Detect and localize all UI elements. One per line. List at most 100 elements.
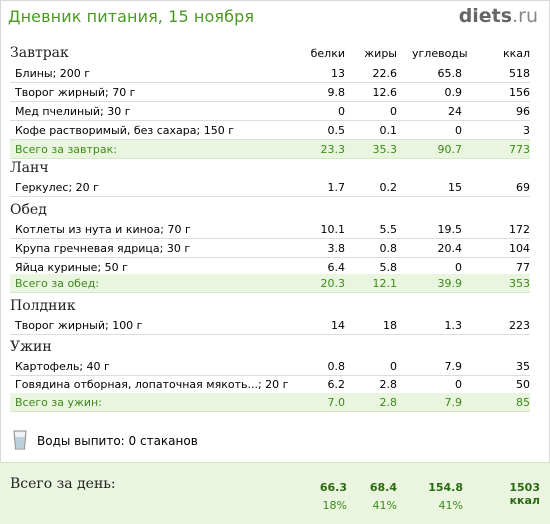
meal-title-dinner: Обед <box>10 202 47 218</box>
protein-value: 1.7 <box>327 181 346 194</box>
logo-suffix: .ru <box>512 5 538 27</box>
day-fat-percent: 41% <box>372 499 397 512</box>
col-header-protein: белки <box>310 47 345 60</box>
day-kcal-value: 1503 ккал <box>509 481 540 507</box>
food-name[interactable]: Творог жирный; 100 г <box>15 319 143 332</box>
day-fat-value: 68.4 <box>369 481 397 494</box>
meal-total-row: Всего за ужин: 7.0 2.8 7.9 85 <box>10 393 530 412</box>
protein-value: 20.3 <box>320 277 346 290</box>
protein-value: 10.1 <box>320 223 346 236</box>
fat-value: 5.8 <box>379 261 398 274</box>
protein-value: 13 <box>331 67 345 80</box>
kcal-value: 96 <box>516 105 530 118</box>
kcal-value: 773 <box>509 143 530 156</box>
carbs-value: 90.7 <box>437 143 463 156</box>
col-header-carbs: углеводы <box>412 47 468 60</box>
food-name[interactable]: Крупа гречневая ядрица; 30 г <box>15 242 191 255</box>
protein-value: 9.8 <box>327 86 346 99</box>
carbs-value: 15 <box>448 181 462 194</box>
carbs-value: 0 <box>455 261 462 274</box>
kcal-value: 104 <box>509 242 530 255</box>
water-tracker: Воды выпито: 0 стаканов <box>10 430 310 452</box>
protein-value: 3.8 <box>327 242 346 255</box>
kcal-value: 518 <box>509 67 530 80</box>
food-name[interactable]: Картофель; 40 г <box>15 360 110 373</box>
kcal-value: 172 <box>509 223 530 236</box>
food-name[interactable]: Блины; 200 г <box>15 67 91 80</box>
kcal-value: 85 <box>516 396 530 409</box>
protein-value: 23.3 <box>320 143 346 156</box>
fat-value: 22.6 <box>372 67 398 80</box>
meal-title-lunch: Ланч <box>10 160 49 176</box>
fat-value: 2.8 <box>379 396 398 409</box>
total-label: Всего за обед: <box>15 277 100 290</box>
fat-value: 2.8 <box>379 378 398 391</box>
kcal-value: 3 <box>523 124 530 137</box>
col-header-kcal: ккал <box>502 47 530 60</box>
protein-value: 7.0 <box>327 396 346 409</box>
site-logo[interactable]: diets.ru <box>459 5 538 27</box>
table-row[interactable]: Кофе растворимый, без сахара; 150 г 0.5 … <box>10 121 530 140</box>
meal-title-breakfast: Завтрак <box>10 45 69 61</box>
meal-title-snack: Полдник <box>10 298 76 314</box>
fat-value: 5.5 <box>379 223 398 236</box>
logo-main: diets <box>458 5 513 27</box>
table-row[interactable]: Говядина отборная, лопаточная мякоть...;… <box>10 375 530 394</box>
table-row[interactable]: Творог жирный; 100 г 14 18 1.3 223 <box>10 316 530 335</box>
table-row[interactable]: Картофель; 40 г 0.8 0 7.9 35 <box>10 357 530 376</box>
day-total-panel: Всего за день: 66.3 68.4 154.8 1503 ккал… <box>0 462 550 524</box>
day-carbs-value: 154.8 <box>428 481 463 494</box>
carbs-value: 7.9 <box>444 396 463 409</box>
fat-value: 0.1 <box>379 124 398 137</box>
kcal-value: 69 <box>516 181 530 194</box>
food-name[interactable]: Кофе растворимый, без сахара; 150 г <box>15 124 234 137</box>
kcal-value: 77 <box>516 261 530 274</box>
protein-value: 0.8 <box>327 360 346 373</box>
carbs-value: 20.4 <box>437 242 463 255</box>
meal-total-row: Всего за завтрак: 23.3 35.3 90.7 773 <box>10 140 530 159</box>
carbs-value: 0 <box>455 378 462 391</box>
carbs-value: 39.9 <box>437 277 463 290</box>
food-name[interactable]: Мед пчелиный; 30 г <box>15 105 131 118</box>
glass-icon[interactable] <box>13 430 27 450</box>
fat-value: 0.8 <box>379 242 398 255</box>
protein-value: 6.2 <box>327 378 346 391</box>
kcal-value: 156 <box>509 86 530 99</box>
kcal-value: 35 <box>516 360 530 373</box>
water-count-text: Воды выпито: 0 стаканов <box>37 434 198 448</box>
food-name[interactable]: Творог жирный; 70 г <box>15 86 136 99</box>
carbs-value: 0 <box>455 124 462 137</box>
day-protein-value: 66.3 <box>319 481 347 494</box>
protein-value: 0.5 <box>327 124 346 137</box>
col-header-fat: жиры <box>364 47 397 60</box>
table-row[interactable]: Котлеты из нута и киноа; 70 г 10.1 5.5 1… <box>10 220 530 239</box>
table-row[interactable]: Крупа гречневая ядрица; 30 г 3.8 0.8 20.… <box>10 239 530 258</box>
total-label: Всего за ужин: <box>15 396 102 409</box>
fat-value: 18 <box>383 319 397 332</box>
table-row[interactable]: Творог жирный; 70 г 9.8 12.6 0.9 156 <box>10 83 530 102</box>
meal-title-supper: Ужин <box>10 339 52 355</box>
food-name[interactable]: Геркулес; 20 г <box>15 181 99 194</box>
food-name[interactable]: Яйца куриные; 50 г <box>15 261 128 274</box>
kcal-value: 223 <box>509 319 530 332</box>
protein-value: 0 <box>338 105 345 118</box>
kcal-value: 50 <box>516 378 530 391</box>
kcal-value: 353 <box>509 277 530 290</box>
carbs-value: 1.3 <box>444 319 463 332</box>
table-row[interactable]: Блины; 200 г 13 22.6 65.8 518 <box>10 64 530 83</box>
fat-value: 35.3 <box>372 143 398 156</box>
table-row[interactable]: Геркулес; 20 г 1.7 0.2 15 69 <box>10 178 530 197</box>
fat-value: 0.2 <box>379 181 398 194</box>
carbs-value: 65.8 <box>437 67 463 80</box>
fat-value: 12.6 <box>372 86 398 99</box>
page-title: Дневник питания, 15 ноября <box>8 7 255 26</box>
meal-total-row: Всего за обед: 20.3 12.1 39.9 353 <box>10 274 530 293</box>
day-total-label: Всего за день: <box>10 476 116 492</box>
protein-value: 14 <box>331 319 345 332</box>
food-name[interactable]: Котлеты из нута и киноа; 70 г <box>15 223 191 236</box>
day-protein-percent: 18% <box>322 499 347 512</box>
table-row[interactable]: Мед пчелиный; 30 г 0 0 24 96 <box>10 102 530 121</box>
fat-value: 0 <box>390 105 397 118</box>
food-name[interactable]: Говядина отборная, лопаточная мякоть...;… <box>15 378 289 391</box>
carbs-value: 24 <box>448 105 462 118</box>
